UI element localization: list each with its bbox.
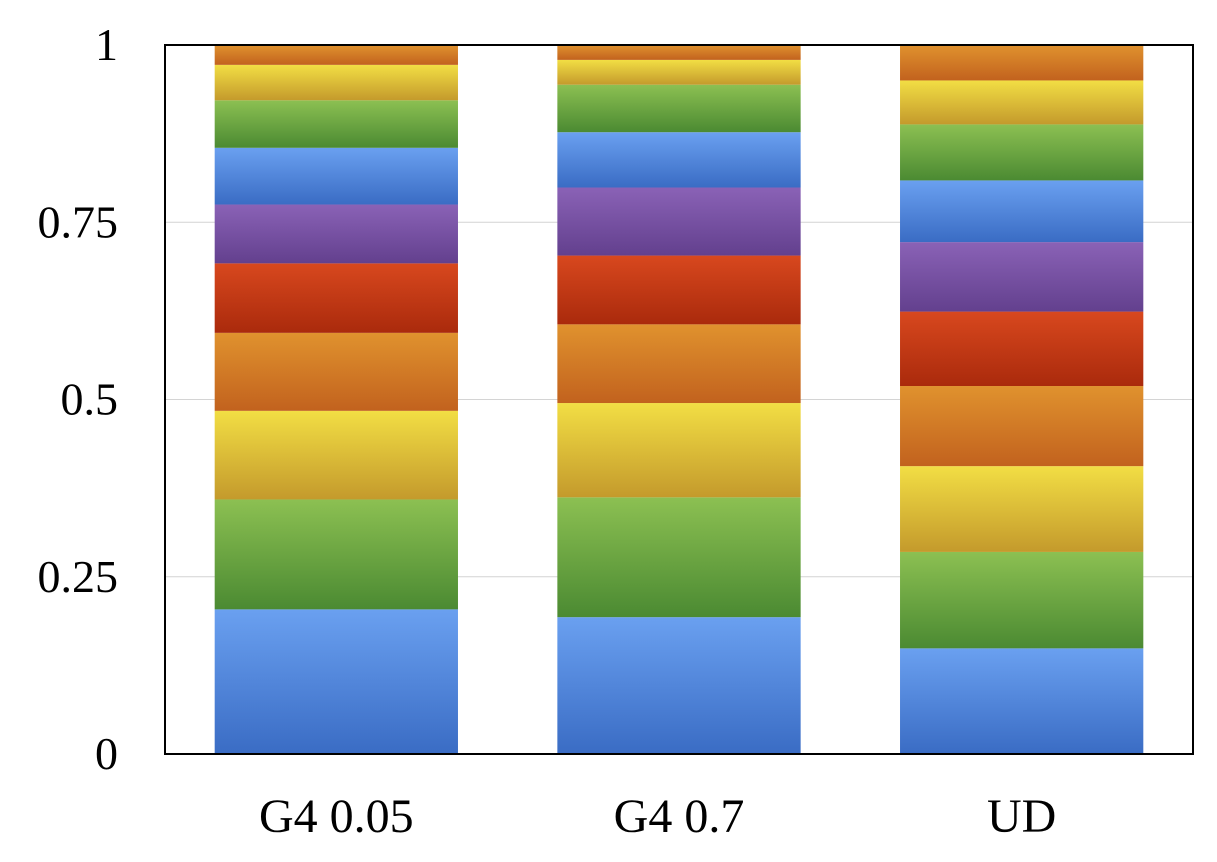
y-tick-label: 0.25 <box>38 551 119 602</box>
bar-segment <box>214 609 458 754</box>
bar-segment <box>557 617 801 754</box>
y-tick-label: 0.5 <box>61 374 119 425</box>
bar-segment <box>557 132 801 188</box>
bar-segment <box>900 386 1144 467</box>
bar-segment <box>214 204 458 264</box>
bar-segment <box>900 80 1144 125</box>
bar-segment <box>557 403 801 498</box>
bar-segment <box>557 497 801 618</box>
y-axis-ticks: 0 0.25 0.5 0.75 1 <box>38 19 119 779</box>
x-axis-labels: G4 0.05 G4 0.7 UD <box>259 790 1056 843</box>
x-category-label: G4 0.7 <box>614 790 745 843</box>
bar-segment <box>214 410 458 500</box>
bar-segment <box>214 332 458 411</box>
bar-segment <box>557 324 801 404</box>
bar-segment <box>900 180 1144 243</box>
bar-segment <box>900 466 1144 552</box>
bar-segment <box>214 100 458 148</box>
x-category-label: UD <box>987 790 1056 843</box>
bar-segment <box>900 242 1144 312</box>
bar-segment <box>557 45 801 60</box>
bar-segment <box>900 648 1144 754</box>
bar-segment <box>557 59 801 85</box>
bars <box>214 45 1144 754</box>
bar-segment <box>557 187 801 256</box>
bar-segment <box>214 263 458 333</box>
bar-segment <box>214 45 458 65</box>
y-tick-label: 1 <box>95 19 118 70</box>
bar-segment <box>900 311 1144 387</box>
y-tick-label: 0.75 <box>38 196 119 247</box>
bar-segment <box>214 64 458 101</box>
bar-segment <box>900 124 1144 181</box>
plot-frame <box>164 44 1194 755</box>
bar-segment <box>900 551 1144 649</box>
bar-segment <box>557 255 801 325</box>
x-category-label: G4 0.05 <box>259 790 414 843</box>
bar-segment <box>900 45 1144 81</box>
bar-segment <box>214 499 458 610</box>
bar-segment <box>557 84 801 133</box>
y-tick-label: 0 <box>95 728 118 779</box>
bar-segment <box>214 147 458 205</box>
